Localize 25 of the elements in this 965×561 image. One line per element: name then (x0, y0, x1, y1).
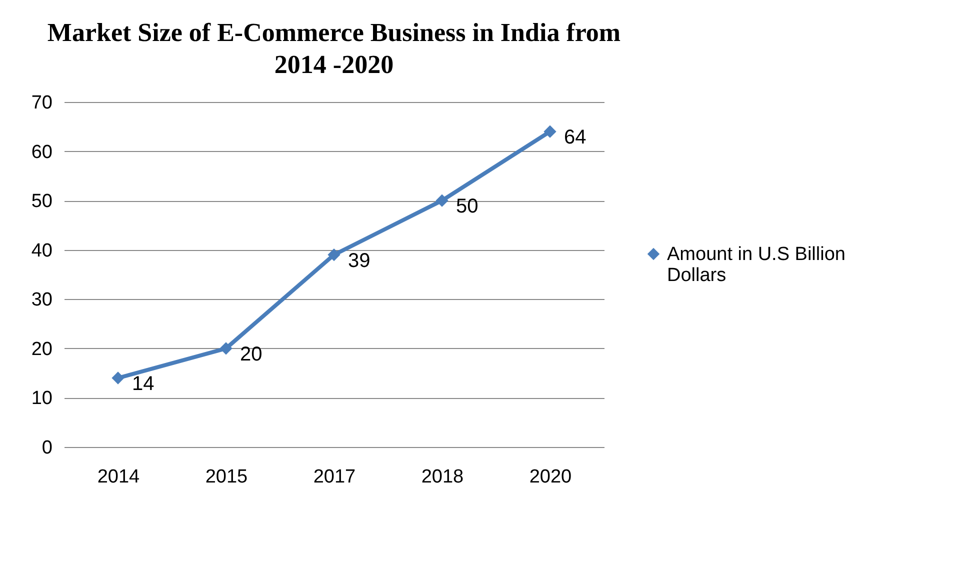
y-tick-label: 30 (31, 290, 52, 311)
y-tick-label: 40 (31, 240, 52, 262)
chart-title: Market Size of E-Commerce Business in India from 2014 -2020 (47, 18, 621, 79)
data-label: 14 (132, 373, 154, 395)
data-label: 64 (564, 126, 586, 149)
x-tick-label: 2018 (421, 466, 464, 488)
x-tick-label: 2014 (97, 466, 140, 488)
data-label: 39 (348, 250, 370, 272)
point (112, 372, 124, 384)
point (328, 248, 340, 262)
point (544, 125, 556, 138)
point (436, 194, 448, 207)
y-tick-label: 0 (42, 438, 52, 458)
y-tick-label: 50 (31, 191, 52, 212)
data-label: 50 (456, 196, 478, 218)
y-tick-label: 10 (31, 388, 52, 410)
point (220, 342, 232, 355)
x-tick-label: 2020 (529, 466, 572, 488)
y-tick-label: 70 (31, 92, 52, 114)
y-tick-label: 60 (31, 142, 52, 163)
y-tick-label: 20 (31, 338, 52, 360)
x-tick-label: 2015 (205, 466, 248, 488)
data-label: 20 (240, 343, 262, 366)
x-tick-label: 2017 (313, 466, 356, 488)
legend-label: Amount in U.S Billion Dollars (667, 244, 846, 286)
